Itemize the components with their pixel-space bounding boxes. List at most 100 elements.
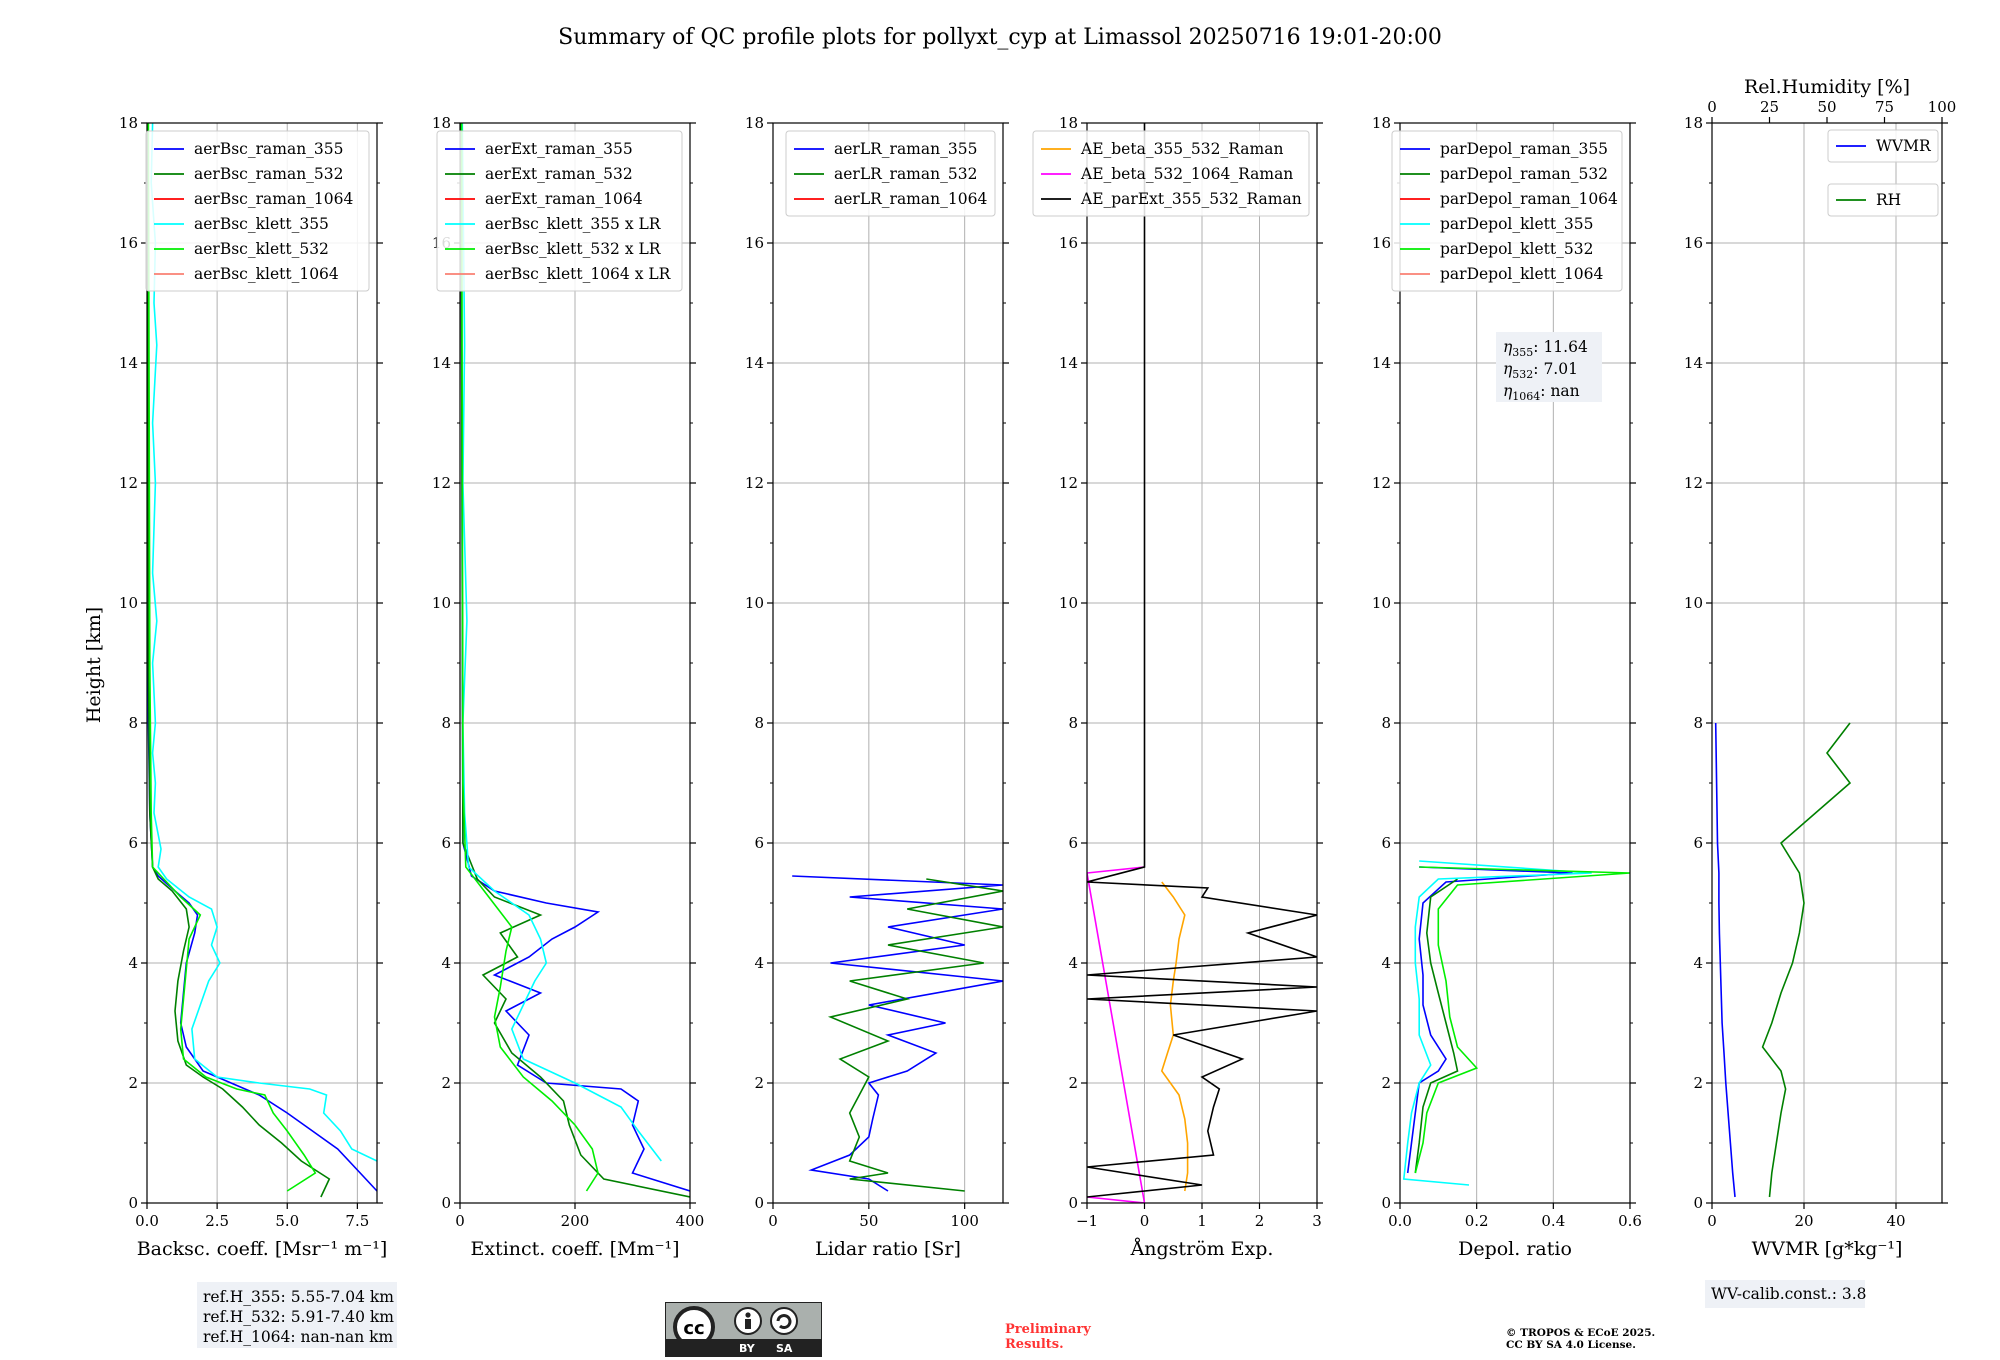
x-tick-label: 0.0 [1388, 1212, 1412, 1230]
y-tick-label: 8 [1381, 714, 1391, 732]
x-tick-label: 0 [768, 1212, 778, 1230]
series-line-1 [460, 123, 690, 1192]
copyright-line-1: © TROPOS & ECoE 2025. [1506, 1327, 1656, 1339]
legend-label: aerBsc_klett_532 [194, 240, 329, 258]
legend-label: aerExt_raman_355 [485, 140, 633, 158]
series-line-4 [1402, 860, 1592, 1186]
legend-label: WVMR [1876, 137, 1932, 155]
preliminary-results-note: Preliminary Results. [1005, 1322, 1091, 1352]
legend-box [145, 130, 370, 292]
y-tick-label: 8 [1693, 714, 1703, 732]
reference-height-box: ref.H_355: 5.55-7.04 km ref.H_532: 5.91-… [197, 1282, 397, 1348]
x-tick-label: 40 [1886, 1212, 1905, 1230]
top-x-tick-label: 50 [1817, 98, 1836, 116]
series-line-2 [827, 878, 1003, 1192]
x-tick-label: 200 [561, 1212, 590, 1230]
y-tick-label: 10 [1059, 594, 1078, 612]
legend-box [1032, 130, 1310, 217]
cc-sa-label: SA [776, 1342, 793, 1355]
legend-label: parDepol_klett_1064 [1440, 265, 1603, 283]
legend-box [785, 130, 996, 217]
series-line-5 [1414, 866, 1630, 1174]
x-axis-label: Ångström Exp. [1130, 1238, 1274, 1260]
cc-by-label: BY [739, 1342, 755, 1355]
legend-label: aerBsc_raman_1064 [194, 190, 354, 208]
y-tick-label: 0 [1693, 1194, 1703, 1212]
x-axis-label: Lidar ratio [Sr] [815, 1238, 961, 1260]
x-axis-label: Depol. ratio [1458, 1238, 1572, 1260]
y-tick-label: 16 [745, 234, 764, 252]
x-tick-label: 2.5 [205, 1212, 229, 1230]
x-tick-label: 0.0 [135, 1212, 159, 1230]
y-tick-label: 4 [1381, 954, 1391, 972]
y-tick-label: 4 [128, 954, 138, 972]
y-tick-label: 14 [1372, 354, 1391, 372]
y-tick-label: 2 [754, 1074, 764, 1092]
y-tick-label: 10 [1684, 594, 1703, 612]
y-tick-label: 0 [1381, 1194, 1391, 1212]
eta-line-1: η355: 11.64 [1503, 338, 1588, 359]
y-tick-label: 10 [432, 594, 451, 612]
series-line-4 [150, 123, 377, 1162]
y-tick-label: 18 [1059, 114, 1078, 132]
legend-label: RH [1876, 191, 1901, 209]
legend-label: AE_beta_355_532_Raman [1080, 140, 1283, 158]
refbox-line-3: ref.H_1064: nan-nan km [203, 1328, 394, 1346]
y-tick-label: 16 [1372, 234, 1391, 252]
x-tick-label: 0 [455, 1212, 465, 1230]
top-x-tick-label: 100 [1928, 98, 1957, 116]
x-tick-label: 400 [676, 1212, 705, 1230]
cc-logo-text: cc [683, 1318, 704, 1339]
y-tick-label: 12 [1684, 474, 1703, 492]
eta-line-3: η1064: nan [1503, 382, 1580, 403]
y-tick-label: 12 [1059, 474, 1078, 492]
figure-title: Summary of QC profile plots for pollyxt_… [558, 25, 1442, 50]
y-tick-label: 8 [1068, 714, 1078, 732]
y-tick-label: 6 [1381, 834, 1391, 852]
y-tick-label: 14 [745, 354, 764, 372]
y-tick-label: 6 [441, 834, 451, 852]
legend-label: aerLR_raman_355 [834, 140, 977, 158]
legend-label: parDepol_klett_355 [1440, 215, 1593, 233]
y-tick-label: 8 [441, 714, 451, 732]
x-tick-label: 0.4 [1541, 1212, 1565, 1230]
wv-calib-box: WV-calib.const.: 3.8 [1705, 1280, 1867, 1308]
top-x-tick-label: 0 [1707, 98, 1717, 116]
y-tick-label: 16 [1684, 234, 1703, 252]
eta-box-bg [1496, 332, 1602, 402]
y-tick-label: 8 [128, 714, 138, 732]
cc-license-bar [666, 1339, 821, 1356]
legend-label: parDepol_raman_355 [1440, 140, 1608, 158]
x-tick-label: 0 [1707, 1212, 1717, 1230]
y-tick-label: 10 [119, 594, 138, 612]
series-line-5 [460, 123, 599, 1192]
series-line-2 [460, 123, 690, 1198]
y-tick-label: 0 [1068, 1194, 1078, 1212]
y-tick-label: 14 [119, 354, 138, 372]
y-tick-label: 16 [1059, 234, 1078, 252]
x-tick-label: 1 [1197, 1212, 1207, 1230]
legend-box [1827, 183, 1939, 217]
y-tick-label: 0 [754, 1194, 764, 1212]
x-tick-label: −1 [1076, 1212, 1098, 1230]
y-tick-label: 2 [1693, 1074, 1703, 1092]
y-tick-label: 2 [1068, 1074, 1078, 1092]
legend-box [1391, 130, 1623, 292]
series-line-1 [1406, 866, 1573, 1174]
legend-label: aerBsc_klett_1064 x LR [485, 265, 672, 283]
x-tick-label: 50 [859, 1212, 878, 1230]
legend-label: aerBsc_raman_355 [194, 140, 344, 158]
legend-box [436, 130, 683, 292]
y-tick-label: 10 [745, 594, 764, 612]
legend-label: aerBsc_klett_532 x LR [485, 240, 662, 258]
y-tick-label: 12 [1372, 474, 1391, 492]
y-tick-label: 14 [1684, 354, 1703, 372]
series-line-1 [1160, 881, 1189, 1192]
x-tick-label: 7.5 [345, 1212, 369, 1230]
series-line-2 [1761, 722, 1852, 1198]
panel-3: 0 2 4 6 8 10 12 14 16 18 0 50 100 Lidar ratio [Sr] aer… [745, 114, 1009, 1260]
legend-label: aerBsc_klett_355 [194, 215, 329, 233]
legend-label: aerExt_raman_532 [485, 165, 633, 183]
